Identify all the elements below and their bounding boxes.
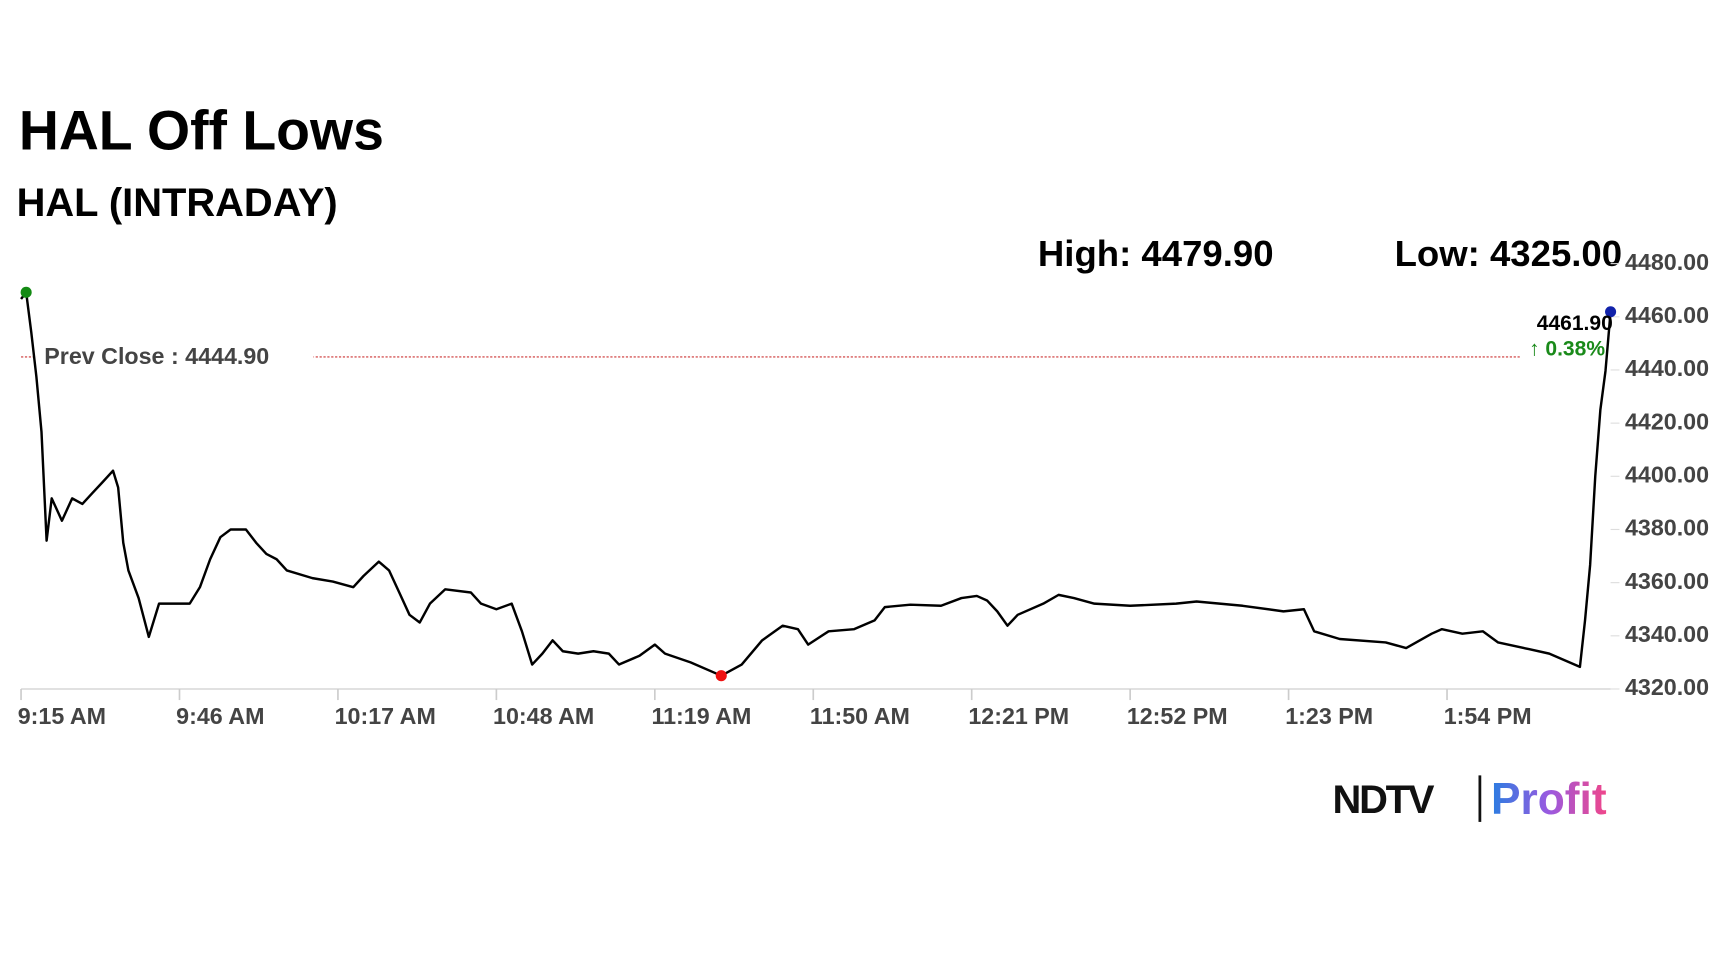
x-tick-label: 11:50 AM (810, 703, 910, 729)
last-price-label: 4461.90 (1537, 312, 1613, 335)
logo-brand: NDTV (1333, 778, 1435, 822)
price-line (20, 291, 1612, 677)
y-tick-label: 4400.00 (1625, 461, 1709, 487)
x-tick-label: 9:15 AM (18, 703, 106, 729)
x-tick-label: 12:52 PM (1127, 703, 1228, 729)
prev-close-label: Prev Close : 4444.90 (44, 343, 269, 369)
x-tick-label: 9:46 AM (176, 703, 264, 729)
x-tick-label: 1:23 PM (1285, 703, 1373, 729)
y-tick-label: 4460.00 (1625, 302, 1709, 328)
change-label: ↑ 0.38% (1529, 338, 1605, 361)
end-marker (1605, 306, 1617, 318)
x-tick-label: 12:21 PM (968, 703, 1069, 729)
x-tick-label: 10:48 AM (493, 703, 594, 729)
start-marker (20, 286, 32, 298)
low-marker (715, 670, 727, 682)
chart-subtitle: HAL (INTRADAY) (17, 181, 338, 225)
x-tick-label: 10:17 AM (335, 703, 436, 729)
x-tick-label: 11:19 AM (651, 703, 751, 729)
y-tick-label: 4340.00 (1625, 621, 1709, 647)
y-tick-label: 4420.00 (1625, 408, 1709, 434)
chart-title: HAL Off Lows (19, 100, 384, 162)
logo-product: Profit (1491, 775, 1607, 824)
y-tick-label: 4320.00 (1625, 674, 1709, 700)
prev-close-label-bg (36, 341, 314, 373)
low-label: Low: 4325.00 (1395, 233, 1623, 274)
y-tick-label: 4380.00 (1625, 515, 1709, 541)
x-tick-label: 1:54 PM (1444, 703, 1532, 729)
y-tick-label: 4480.00 (1625, 249, 1709, 275)
y-tick-label: 4360.00 (1625, 568, 1709, 594)
high-label: High: 4479.90 (1038, 233, 1274, 274)
logo: NDTV Profit (1333, 775, 1607, 824)
y-tick-label: 4440.00 (1625, 355, 1709, 381)
